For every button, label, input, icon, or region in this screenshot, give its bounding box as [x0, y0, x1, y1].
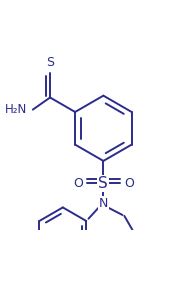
Text: O: O	[124, 177, 134, 190]
Text: S: S	[46, 55, 54, 69]
Text: H₂N: H₂N	[5, 103, 27, 116]
Text: S: S	[98, 176, 108, 191]
Text: N: N	[99, 197, 108, 210]
Text: O: O	[73, 177, 83, 190]
